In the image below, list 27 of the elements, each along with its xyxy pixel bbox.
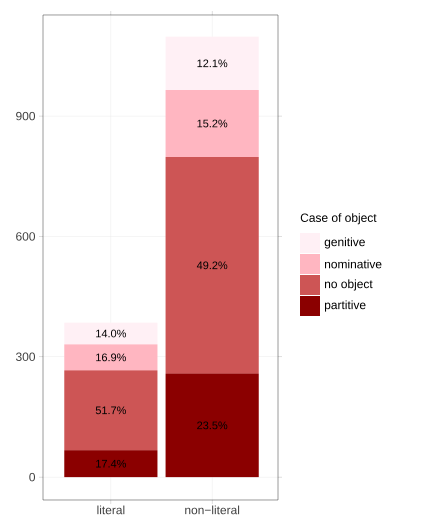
- y-tick-label: 600: [16, 232, 36, 241]
- annotation: 49.2%: [196, 261, 228, 270]
- y-tick-label: 300: [16, 352, 36, 362]
- bar: [64, 370, 158, 450]
- x-tick-label: literal: [97, 506, 124, 514]
- bar: [166, 90, 259, 157]
- annotation: 51.7%: [96, 406, 126, 414]
- legend-label: genitive: [324, 237, 365, 249]
- legend-label: no object: [324, 279, 373, 291]
- bar: [64, 450, 158, 478]
- bar: [166, 374, 259, 478]
- y-tick-label: 900: [16, 112, 36, 120]
- bar: [166, 36, 259, 90]
- bar: [166, 157, 259, 374]
- x-tick-label: non−literal: [185, 506, 240, 514]
- bar: [64, 344, 158, 370]
- annotation: 14.0%: [96, 330, 126, 338]
- annotation: 16.9%: [96, 354, 126, 362]
- legend-label: nominative: [324, 260, 382, 268]
- bar: [64, 322, 158, 344]
- legend-title: Case of object: [300, 213, 377, 224]
- annotation: 15.2%: [197, 120, 228, 128]
- y-tick-label: 0: [29, 472, 36, 482]
- annotation: 12.1%: [197, 59, 228, 68]
- legend-label: partitive: [324, 300, 366, 312]
- annotation: 23.5%: [197, 422, 228, 430]
- annotation: 17.4%: [96, 460, 126, 468]
